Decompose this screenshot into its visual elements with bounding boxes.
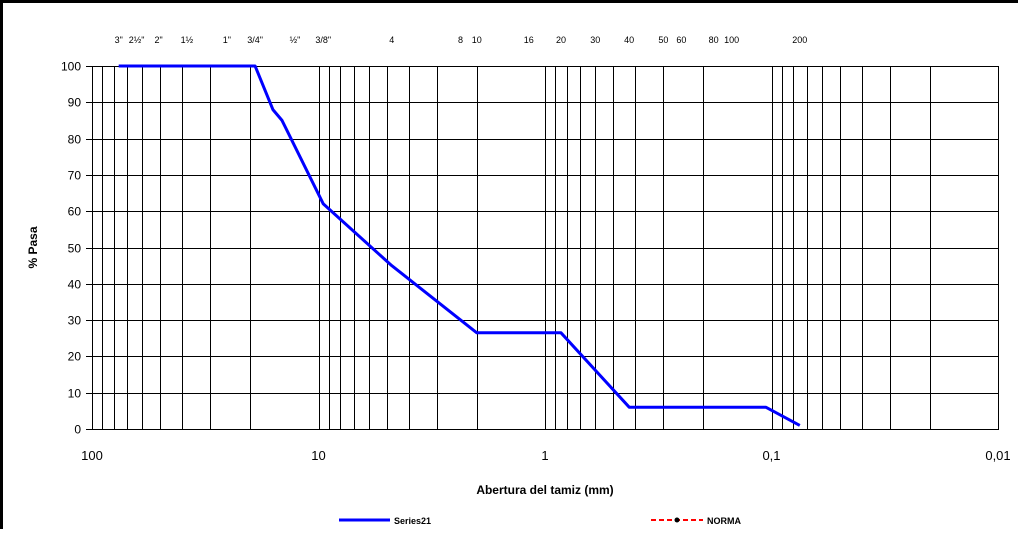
sieve-label: 2½" [129,35,145,45]
series-line-series21 [119,66,800,425]
y-tick-label: 10 [68,387,82,401]
x-tick-label: 1 [541,448,548,463]
sieve-label: 50 [658,35,668,45]
sieve-label: 3" [115,35,123,45]
y-tick-label: 80 [68,133,82,147]
legend-label-series21: Series21 [394,516,431,526]
vertical-grid-lines [93,66,999,429]
y-axis-title: % Pasa [26,226,40,268]
sieve-label: 20 [556,35,566,45]
x-tick-label: 100 [81,448,103,463]
x-tick-label: 10 [311,448,325,463]
sieve-label: 1½ [181,35,194,45]
x-tick-label: 0,1 [762,448,780,463]
legend-label-norma: NORMA [707,516,741,526]
y-tick-label: 40 [68,278,82,292]
sieve-label: 4 [389,35,394,45]
sieve-label: 8 [458,35,463,45]
sieve-label: 10 [472,35,482,45]
sieve-label: 3/8" [315,35,331,45]
x-tick-label: 0,01 [985,448,1010,463]
y-tick-label: 20 [68,350,82,364]
sieve-label: 200 [792,35,807,45]
sieve-label: 30 [590,35,600,45]
x-axis-title: Abertura del tamiz (mm) [476,483,613,497]
y-tick-label: 90 [68,96,82,110]
sieve-label: 16 [524,35,534,45]
legend-marker-norma [675,518,680,523]
grain-size-chart: 0 10 20 30 40 50 60 70 80 90 100 100 10 1 0,1 0,01 3" 2½"… [3,3,1018,529]
y-tick-label: 70 [68,169,82,183]
sieve-label: 3/4" [247,35,263,45]
y-tick-label: 50 [68,242,82,256]
sieve-label: 40 [624,35,634,45]
y-tick-label: 60 [68,205,82,219]
sieve-label: 100 [724,35,739,45]
y-tick-label: 100 [61,60,81,74]
y-tick-label: 0 [74,423,81,437]
horizontal-grid-lines [86,67,998,430]
sieve-label: ½" [290,35,301,45]
y-tick-label: 30 [68,314,82,328]
sieve-label: 80 [709,35,719,45]
sieve-label: 60 [676,35,686,45]
sieve-label: 1" [223,35,231,45]
sieve-label: 2" [155,35,163,45]
